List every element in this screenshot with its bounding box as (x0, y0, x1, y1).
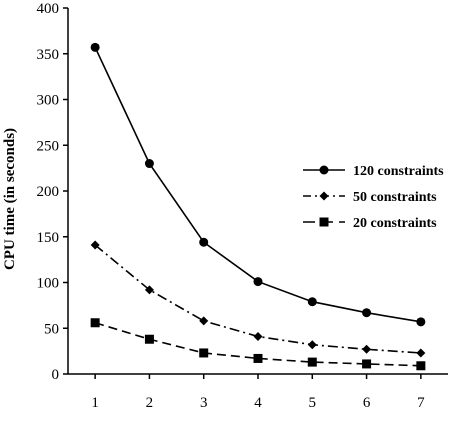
x-tick-label: 4 (254, 395, 262, 411)
data-point (253, 353, 263, 363)
series-2 (90, 240, 426, 358)
y-tick-label: 150 (37, 230, 60, 246)
data-point (362, 359, 372, 369)
data-point (90, 240, 100, 250)
legend-label: 120 constraints (353, 164, 444, 179)
data-point (307, 357, 317, 367)
data-point (199, 237, 209, 247)
legend-item: 50 constraints (303, 190, 437, 205)
legend: 120 constraints 50 constraints 20 constrai… (303, 164, 444, 231)
y-tick-label: 0 (52, 367, 60, 383)
series-1 (90, 42, 426, 327)
data-point (416, 317, 426, 327)
data-point (362, 344, 372, 354)
data-point (90, 318, 100, 328)
series-group (90, 42, 426, 371)
y-tick-label: 100 (37, 276, 60, 292)
x-axis-ticks: 1 2 3 4 5 6 7 (91, 374, 425, 411)
data-point (416, 348, 426, 358)
y-tick-label: 350 (37, 47, 60, 63)
y-axis-label: CPU time (in seconds) (2, 128, 18, 270)
x-tick-label: 1 (91, 395, 99, 411)
y-tick-label: 250 (37, 138, 60, 154)
data-point (90, 42, 100, 52)
legend-item: 120 constraints (303, 164, 444, 179)
data-point (253, 331, 263, 341)
data-point (253, 277, 263, 287)
y-tick-label: 300 (37, 93, 60, 109)
legend-marker (319, 165, 329, 175)
x-tick-label: 7 (417, 395, 425, 411)
series-3 (90, 318, 426, 371)
data-point (416, 361, 426, 371)
legend-label: 20 constraints (353, 216, 437, 231)
x-tick-label: 6 (363, 395, 371, 411)
data-point (199, 316, 209, 326)
data-point (144, 159, 154, 169)
legend-marker (319, 191, 329, 201)
y-tick-label: 200 (37, 184, 60, 200)
x-tick-label: 5 (309, 395, 317, 411)
y-tick-label: 50 (44, 321, 59, 337)
legend-marker (319, 217, 329, 227)
data-point (199, 348, 209, 358)
data-point (362, 308, 372, 318)
data-point (144, 285, 154, 295)
y-axis-ticks: 0 50 100 150 200 250 300 350 400 (37, 1, 68, 383)
y-tick-label: 400 (37, 1, 60, 17)
data-point (307, 340, 317, 350)
x-tick-label: 2 (146, 395, 154, 411)
legend-label: 50 constraints (353, 190, 437, 205)
x-tick-label: 3 (200, 395, 208, 411)
data-point (144, 334, 154, 344)
data-point (307, 297, 317, 307)
legend-item: 20 constraints (303, 216, 437, 231)
